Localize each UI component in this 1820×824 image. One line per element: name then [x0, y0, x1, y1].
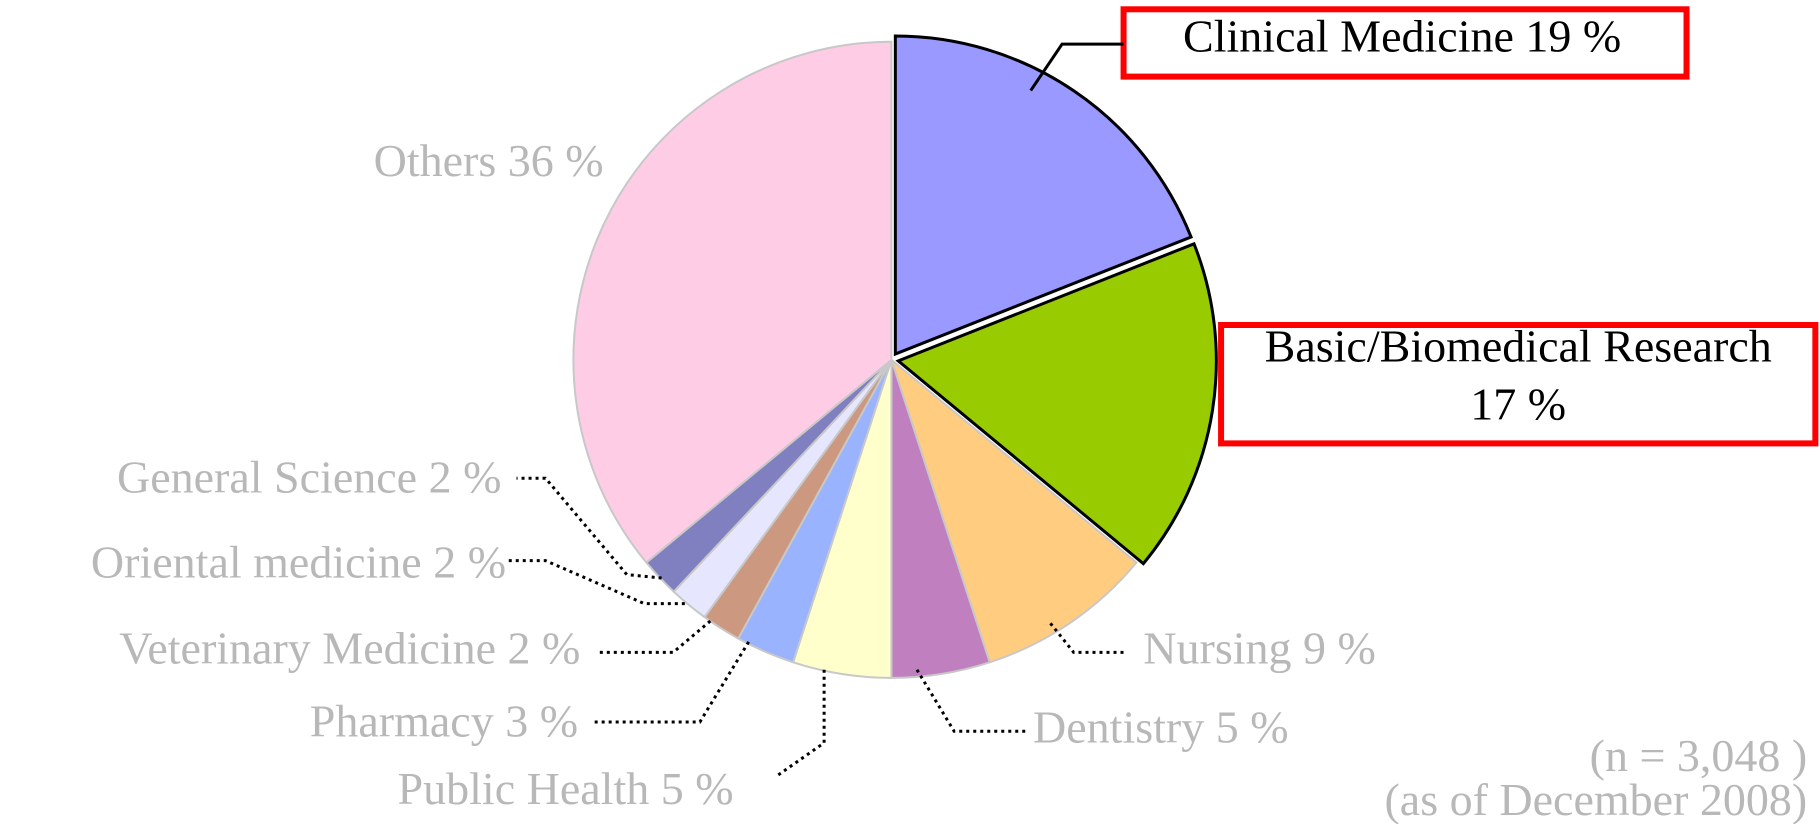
pie-slice — [572, 40, 893, 564]
label-value: 5 % — [1216, 701, 1289, 752]
label-space — [496, 134, 508, 185]
slice-label: General Science 2 % — [117, 451, 501, 502]
annotation: (n = 3,048 ) — [1590, 730, 1808, 781]
label-name: Pharmacy — [310, 695, 494, 746]
leader-line — [597, 619, 712, 654]
slice-label: Nursing 9 % — [1143, 622, 1376, 673]
leader-line — [776, 669, 826, 777]
label-name: Public Health — [398, 762, 650, 813]
label-value: 5 % — [661, 762, 734, 813]
label-name: Clinical Medicine — [1183, 10, 1514, 61]
label-name: Basic/Biomedical Research — [1265, 320, 1772, 371]
label-name: Veterinary Medicine — [119, 622, 496, 673]
label-box — [1218, 322, 1819, 447]
label-name: Dentistry — [1033, 701, 1204, 752]
label-space — [494, 695, 506, 746]
label-space — [1204, 701, 1216, 752]
label-space — [417, 451, 429, 502]
label-value: 17 % — [1470, 378, 1566, 429]
label-space — [649, 762, 661, 813]
label-space — [496, 622, 508, 673]
label-space — [1514, 10, 1526, 61]
label-name: Others — [374, 134, 497, 185]
label-value: 36 % — [508, 134, 604, 185]
label-value: 9 % — [1303, 622, 1376, 673]
leader-line — [516, 476, 662, 580]
label-value: 2 % — [429, 451, 502, 502]
leader-line — [1029, 42, 1124, 92]
slice-label: Dentistry 5 % — [1033, 701, 1289, 752]
pie-slice — [893, 34, 1193, 357]
label-name: Oriental medicine — [91, 536, 422, 587]
annotation: (as of December 2008) — [1384, 774, 1807, 824]
slice-label: Others 36 % — [374, 134, 604, 185]
label-value: 2 % — [433, 536, 506, 587]
leader-line — [591, 641, 750, 724]
slice-label: Clinical Medicine 19 % — [1183, 10, 1621, 61]
slice-label: Pharmacy 3 % — [310, 695, 578, 746]
slice-label: Basic/Biomedical Research 17 % — [1265, 320, 1772, 429]
label-value: 2 % — [508, 622, 581, 673]
label-space — [1292, 622, 1304, 673]
label-value: 3 % — [505, 695, 578, 746]
slice-label: Oriental medicine 2 % — [91, 536, 506, 587]
leader-line — [915, 668, 1028, 733]
pie-slice — [889, 356, 1138, 664]
label-value: 19 % — [1525, 10, 1621, 61]
slice-label: Veterinary Medicine 2 % — [119, 622, 580, 673]
slice-label: Public Health 5 % — [398, 762, 734, 813]
label-name: Nursing — [1143, 622, 1291, 673]
pie-slice — [895, 241, 1218, 566]
leader-line — [1049, 622, 1126, 654]
label-space — [422, 536, 434, 587]
label-name: General Science — [117, 451, 417, 502]
